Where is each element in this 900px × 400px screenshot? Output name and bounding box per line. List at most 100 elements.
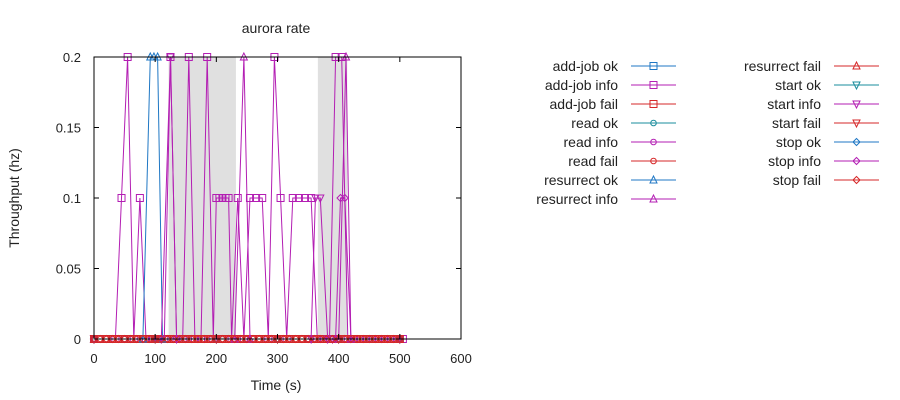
data-point	[279, 334, 288, 344]
y-tick-label: 0.2	[63, 50, 81, 65]
legend-item-read-info: read info	[564, 134, 676, 150]
data-point	[334, 334, 343, 344]
legend-label: resurrect info	[536, 191, 618, 207]
legend-marker	[852, 175, 861, 185]
data-point	[301, 194, 310, 202]
data-point	[157, 334, 166, 344]
x-tick-label: 0	[90, 351, 97, 366]
y-tick-label: 0.05	[56, 262, 81, 277]
data-point	[395, 334, 405, 344]
data-point	[163, 334, 172, 344]
data-point	[340, 334, 349, 344]
x-tick-label: 200	[205, 351, 227, 366]
legend-item-stop-fail: stop fail	[773, 172, 879, 188]
data-point	[120, 334, 129, 344]
legend-label: read ok	[571, 115, 619, 131]
legend-marker	[852, 156, 861, 166]
legend-marker	[852, 60, 861, 70]
chart-title: aurora rate	[242, 20, 311, 36]
x-tick-label: 300	[267, 351, 289, 366]
data-point	[95, 334, 105, 344]
data-point	[358, 334, 368, 344]
data-point	[389, 334, 398, 344]
legend-label: stop ok	[776, 134, 822, 150]
legend-label: start ok	[775, 77, 822, 93]
data-point	[102, 334, 111, 344]
data-point	[236, 334, 246, 344]
x-tick-label: 400	[328, 351, 350, 366]
legend-label: resurrect fail	[744, 58, 821, 74]
data-point	[291, 334, 301, 344]
data-point	[135, 194, 144, 202]
data-point	[144, 334, 154, 344]
data-point	[230, 334, 239, 344]
data-point	[132, 334, 142, 344]
data-point	[187, 334, 197, 344]
data-point	[138, 334, 148, 344]
data-point	[365, 334, 374, 344]
data-point	[377, 334, 386, 344]
legend-item-add-job-info: add-job info	[545, 77, 676, 93]
legend-marker	[649, 62, 658, 70]
legend-item-add-job-ok: add-job ok	[553, 58, 676, 74]
data-point	[276, 194, 285, 202]
legend-item-stop-ok: stop ok	[776, 134, 879, 150]
data-point	[224, 194, 233, 202]
data-point	[294, 194, 303, 202]
data-point	[242, 334, 252, 344]
series-line	[94, 56, 403, 340]
legend-marker	[852, 119, 861, 129]
series-add-job-info	[90, 53, 407, 343]
data-point	[175, 334, 184, 344]
data-point	[288, 194, 297, 202]
y-tick-label: 0.1	[63, 191, 81, 206]
series-resurrect-info	[89, 51, 405, 343]
data-point	[311, 194, 320, 204]
legend-item-stop-info: stop info	[768, 153, 879, 169]
x-tick-label: 500	[389, 351, 411, 366]
legend-marker	[650, 138, 657, 146]
legend-label: stop info	[768, 153, 821, 169]
legend-label: read info	[564, 134, 619, 150]
legend-label: read fail	[568, 153, 618, 169]
legend-marker	[852, 100, 861, 110]
data-point	[331, 334, 340, 344]
legend-label: stop fail	[773, 172, 821, 188]
data-point	[383, 334, 392, 344]
legend-marker	[650, 119, 657, 127]
legend-marker	[649, 81, 658, 89]
legend-item-resurrect-ok: resurrect ok	[544, 172, 676, 188]
data-point	[303, 334, 313, 344]
legend-item-resurrect-fail: resurrect fail	[744, 58, 879, 74]
data-point	[258, 194, 267, 202]
data-point	[117, 194, 126, 202]
data-point	[114, 334, 123, 344]
legend-item-read-ok: read ok	[571, 115, 676, 131]
legend-label: resurrect ok	[544, 172, 619, 188]
legend-item-read-fail: read fail	[568, 153, 676, 169]
data-point	[328, 334, 337, 344]
x-axis: 0 100 200 300 400 500 600	[90, 57, 472, 366]
data-point	[254, 334, 264, 344]
data-point	[150, 334, 160, 344]
y-tick-label: 0	[74, 332, 81, 347]
data-point	[181, 334, 190, 344]
legend-label: add-job info	[545, 77, 618, 93]
legend-marker	[852, 137, 861, 147]
x-tick-label: 600	[450, 351, 472, 366]
legend-item-start-info: start info	[767, 96, 879, 112]
data-point	[340, 193, 349, 203]
data-point	[169, 334, 178, 344]
data-point	[218, 334, 227, 344]
legend-label: add-job ok	[553, 58, 619, 74]
legend: add-job ok add-job info add-job fail read o…	[536, 58, 879, 207]
data-point	[346, 334, 356, 344]
data-point	[233, 194, 242, 202]
legend-label: add-job fail	[550, 96, 619, 112]
data-point	[267, 334, 276, 344]
legend-marker	[649, 100, 658, 108]
legend-item-add-job-fail: add-job fail	[550, 96, 676, 112]
data-point	[252, 194, 261, 202]
data-point	[352, 334, 362, 344]
